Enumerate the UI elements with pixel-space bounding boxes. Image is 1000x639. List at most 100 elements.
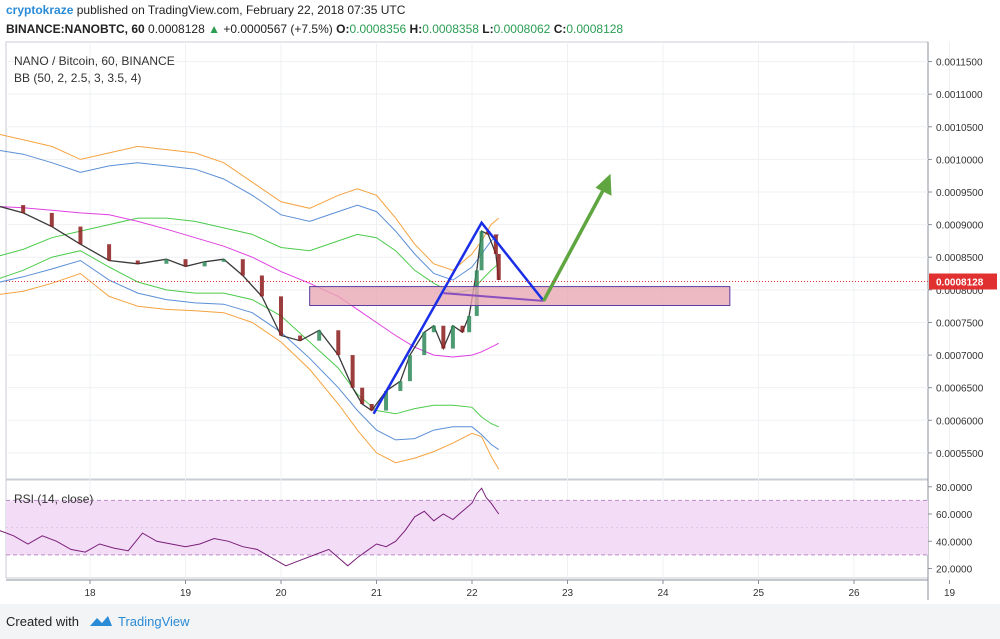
- pattern-base-line: [443, 292, 544, 302]
- change-arrow-icon: ▲: [208, 22, 220, 36]
- author-link[interactable]: cryptokraze: [6, 3, 74, 17]
- tradingview-logo-icon: [90, 616, 112, 626]
- price-tick-label: 0.0006000: [936, 416, 984, 427]
- candle-body: [21, 205, 26, 213]
- candle-body: [360, 387, 365, 404]
- price-tick-label: 0.0009000: [936, 221, 984, 232]
- pattern-leg: [372, 220, 545, 415]
- mid-lower-band: [0, 259, 499, 451]
- price-tick-label: 0.0006500: [936, 384, 984, 395]
- chart-title: NANO / Bitcoin, 60, BINANCE: [14, 54, 175, 68]
- tradingview-link[interactable]: TradingView: [118, 614, 190, 629]
- target-arrow: [542, 186, 607, 302]
- inner-lower-band: [0, 250, 499, 428]
- price-tick-label: 0.0011000: [936, 90, 983, 101]
- rsi-tick-label: 80.0000: [936, 483, 973, 494]
- time-tick-label: 21: [371, 588, 383, 599]
- candle-body: [135, 260, 140, 264]
- mid-upper-band: [0, 149, 500, 281]
- price-tick-label: 0.0009500: [936, 188, 984, 199]
- time-tick-label: 24: [657, 588, 669, 599]
- price-chart[interactable]: 0.0011500 0.0011000 0.0010500 0.0010000 0.00…: [0, 0, 1000, 604]
- publish-info: published on TradingView.com, February 2…: [76, 3, 406, 17]
- candle-body: [369, 403, 374, 411]
- time-tick-label: 22: [466, 588, 478, 599]
- footer: Created with TradingView: [0, 604, 1000, 639]
- price-tick-label: 0.0008500: [936, 253, 984, 264]
- outer-lower-band: [0, 272, 500, 470]
- last-price-badge: [929, 273, 997, 290]
- rsi-tick-label: 20.0000: [936, 564, 973, 575]
- rsi-tick-label: 40.0000: [936, 537, 973, 548]
- time-tick-label: 23: [562, 588, 574, 599]
- candle-body: [49, 212, 54, 227]
- candle-body: [431, 325, 436, 333]
- candle-body: [384, 390, 389, 411]
- candle-body: [496, 253, 501, 281]
- time-axis: 18 19 20 21 22 23 24 25 26 19: [84, 580, 955, 599]
- candle-body: [479, 231, 484, 271]
- candle-body: [450, 325, 455, 349]
- low-label: L:: [482, 22, 494, 36]
- price-line-group: [0, 205, 501, 412]
- price-tick-label: 0.0010500: [936, 123, 984, 134]
- high-value: 0.0008358: [422, 22, 479, 36]
- candle-body: [78, 226, 83, 245]
- price-tick-label: 0.0005500: [936, 449, 984, 460]
- rsi-line: [0, 487, 500, 567]
- candle-body: [467, 315, 472, 333]
- last-price-label: 0.0008128: [936, 278, 984, 289]
- candle-body: [279, 296, 283, 336]
- price-pane[interactable]: [5, 41, 929, 480]
- indicator-label: BB (50, 2, 2.5, 3, 3.5, 4): [14, 71, 141, 85]
- candle-body: [164, 259, 169, 264]
- target-arrow-head: [595, 173, 612, 196]
- close-value: 0.0008128: [566, 22, 624, 36]
- candle-body: [336, 330, 341, 356]
- grid-lines: [6, 42, 950, 578]
- open-value: 0.0008356: [349, 22, 407, 36]
- candle-body: [240, 259, 245, 276]
- open-label: O:: [336, 22, 350, 36]
- rsi-tick-label: 60.0000: [936, 510, 973, 521]
- basis-line: [0, 206, 499, 358]
- symbol-line: BINANCE:NANOBTC, 60 0.0008128 ▲ +0.00005…: [6, 22, 623, 36]
- support-zone: [309, 286, 731, 307]
- candle-body: [183, 259, 188, 267]
- change-value: +0.0000567 (+7.5%): [223, 22, 333, 36]
- price-tick-label: 0.0007000: [936, 351, 984, 362]
- close-label: C:: [553, 22, 567, 36]
- outer-upper-band: [0, 134, 500, 271]
- time-tick-label: 25: [753, 588, 765, 599]
- pattern-group: [372, 173, 612, 415]
- time-tick-label: 19: [180, 588, 192, 599]
- price-tick-label: 0.0008000: [936, 286, 984, 297]
- candle-body: [221, 259, 226, 262]
- candle-body: [422, 332, 427, 356]
- candle-body: [350, 355, 355, 388]
- candle-body: [202, 261, 207, 267]
- high-label: H:: [409, 22, 423, 36]
- price-tick-label: 0.0010000: [936, 155, 984, 166]
- rsi-line-group: [0, 487, 500, 567]
- candle-body: [259, 275, 264, 297]
- candle-body: [398, 381, 403, 391]
- time-tick-label: 18: [84, 588, 96, 599]
- rsi-label: RSI (14, close): [14, 492, 93, 506]
- time-tick-label: 19: [944, 588, 956, 599]
- last-value: 0.0008128: [148, 22, 205, 36]
- time-tick-label: 26: [848, 588, 860, 599]
- low-value: 0.0008062: [493, 22, 551, 36]
- time-tick-label: 20: [275, 588, 287, 599]
- price-tick-label: 0.0007500: [936, 318, 984, 329]
- created-with-label: Created with: [6, 614, 79, 629]
- candle-body: [493, 234, 498, 254]
- last-price-group: 0.0008128: [6, 273, 997, 290]
- candle-body: [298, 335, 303, 341]
- candle-body: [107, 244, 112, 261]
- candle-body: [441, 325, 446, 349]
- rsi-band-group: [6, 499, 928, 556]
- price-tick-label: 0.0011500: [936, 58, 983, 69]
- candle-body: [460, 325, 465, 333]
- symbol-label: BINANCE:NANOBTC, 60: [6, 22, 145, 36]
